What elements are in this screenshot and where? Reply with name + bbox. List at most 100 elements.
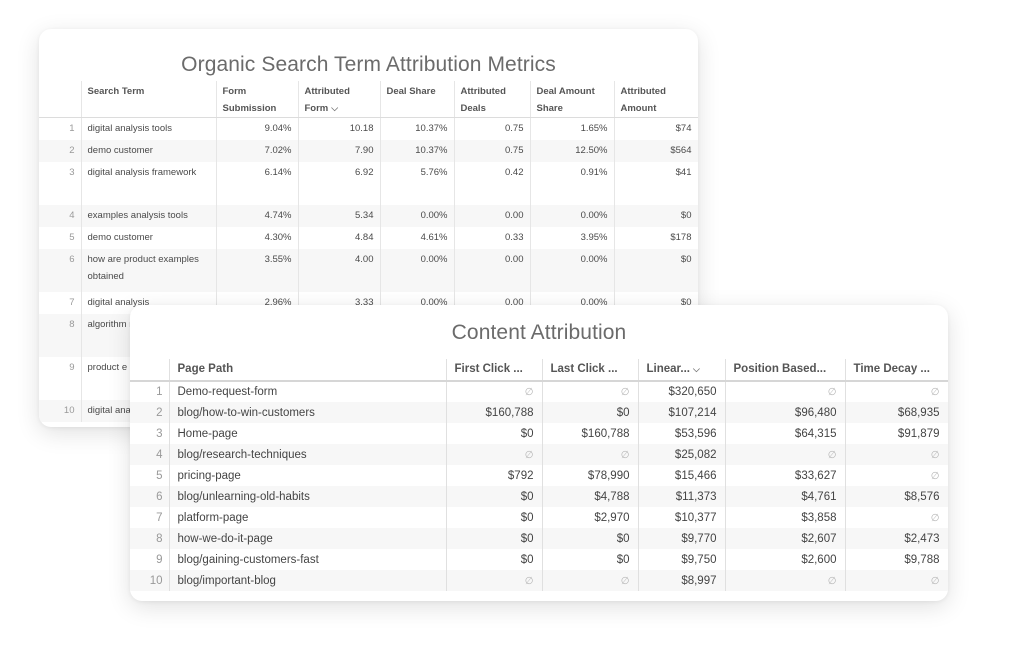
cell-position: $96,480	[725, 402, 846, 423]
cell-decay: $9,788	[845, 549, 948, 570]
table-row[interactable]: 1 Demo-request-form ∅ ∅ $320,650 ∅ ∅	[130, 381, 948, 402]
cell-attr_deals: 0.00	[454, 205, 531, 227]
cell-form_sub: 6.14%	[216, 162, 299, 205]
row-index: 2	[39, 140, 82, 162]
cell-path: blog/research-techniques	[169, 444, 447, 465]
cell-linear: $320,650	[638, 381, 726, 402]
cell-attr_form: 4.00	[298, 249, 381, 292]
cell-linear: $11,373	[638, 486, 726, 507]
column-header-path[interactable]: Page Path	[169, 359, 447, 382]
row-index: 1	[39, 117, 82, 140]
null-value-icon: ∅	[524, 575, 534, 587]
cell-attr_amt: $0	[614, 249, 698, 292]
table-row[interactable]: 4 blog/research-techniques ∅ ∅ $25,082 ∅ ∅	[130, 444, 948, 465]
table-row[interactable]: 7 platform-page $0 $2,970 $10,377 $3,858 ∅	[130, 507, 948, 528]
column-header-label: Attributed Form	[304, 86, 350, 114]
column-header-term[interactable]: Search Term	[81, 81, 217, 118]
table-row[interactable]: 1 digital analysis tools 9.04% 10.18 10.37% 0…	[39, 117, 698, 140]
row-index: 10	[130, 570, 170, 591]
cell-path: blog/important-blog	[169, 570, 447, 591]
sort-descending-icon[interactable]: ⌵	[331, 103, 339, 113]
cell-term: how are product examples obtained	[81, 249, 217, 292]
cell-attr_form: 4.84	[298, 227, 381, 249]
cell-decay: ∅	[845, 381, 948, 402]
table-row[interactable]: 2 blog/how-to-win-customers $160,788 $0 $107…	[130, 402, 948, 423]
column-header-position[interactable]: Position Based...	[725, 359, 846, 382]
table-row[interactable]: 9 blog/gaining-customers-fast $0 $0 $9,750 $2…	[130, 549, 948, 570]
table-row[interactable]: 3 digital analysis framework 6.14% 6.92 5.76…	[39, 162, 698, 205]
sort-descending-icon[interactable]: ⌵	[692, 364, 700, 374]
cell-path: platform-page	[169, 507, 447, 528]
table-row[interactable]: 6 how are product examples obtained 3.55% 4…	[39, 249, 698, 292]
column-header-decay[interactable]: Time Decay ...	[845, 359, 948, 382]
column-header-linear[interactable]: Linear... ⌵	[638, 359, 726, 382]
null-value-icon: ∅	[827, 575, 837, 587]
card-title: Content Attribution	[451, 321, 627, 344]
cell-linear: $15,466	[638, 465, 726, 486]
cell-attr_form: 6.92	[298, 162, 381, 205]
cell-last: $0	[542, 528, 639, 549]
column-header-label: Attributed Deals	[460, 86, 506, 114]
table-row[interactable]: 6 blog/unlearning-old-habits $0 $4,788 $11,3…	[130, 486, 948, 507]
column-header-label: Form Submission	[222, 86, 277, 114]
table-row[interactable]: 8 how-we-do-it-page $0 $0 $9,770 $2,607 $2,473	[130, 528, 948, 549]
table-row[interactable]: 5 pricing-page $792 $78,990 $15,466 $33,627 ∅	[130, 465, 948, 486]
cell-attr_deals: 0.75	[454, 140, 531, 162]
column-header-attr_form[interactable]: Attributed Form ⌵	[298, 81, 381, 118]
cell-form_sub: 7.02%	[216, 140, 299, 162]
row-index: 10	[39, 400, 82, 422]
null-value-icon: ∅	[930, 449, 940, 461]
column-header-deal_share[interactable]: Deal Share	[380, 81, 455, 118]
cell-term: examples analysis tools	[81, 205, 217, 227]
null-value-icon: ∅	[524, 387, 534, 398]
column-header-form_sub[interactable]: Form Submission	[216, 81, 299, 118]
row-index: 9	[39, 357, 82, 400]
table-row[interactable]: 4 examples analysis tools 4.74% 5.34 0.00% 0.…	[39, 205, 698, 227]
row-index: 7	[39, 292, 82, 314]
cell-deal_share: 10.37%	[380, 117, 455, 140]
column-header-label: Position Based...	[733, 363, 827, 375]
cell-attr_form: 5.34	[298, 205, 381, 227]
cell-decay: $91,879	[845, 423, 948, 444]
row-index-header	[39, 81, 82, 118]
cell-deal_amt_share: 0.91%	[530, 162, 615, 205]
column-header-attr_amt[interactable]: Attributed Amount	[614, 81, 698, 118]
cell-first: $0	[446, 549, 543, 570]
null-value-icon: ∅	[930, 387, 940, 398]
card-title: Organic Search Term Attribution Metrics	[181, 53, 556, 76]
cell-path: pricing-page	[169, 465, 447, 486]
cell-attr_deals: 0.00	[454, 249, 531, 292]
cell-last: $4,788	[542, 486, 639, 507]
table-row[interactable]: 2 demo customer 7.02% 7.90 10.37% 0.75 12.50% $…	[39, 140, 698, 162]
cell-deal_amt_share: 12.50%	[530, 140, 615, 162]
table-row[interactable]: 10 blog/important-blog ∅ ∅ $8,997 ∅ ∅	[130, 570, 948, 591]
cell-deal_share: 10.37%	[380, 140, 455, 162]
cell-position: ∅	[725, 444, 846, 465]
cell-decay: ∅	[845, 570, 948, 591]
cell-term: digital analysis tools	[81, 117, 217, 140]
column-header-attr_deals[interactable]: Attributed Deals	[454, 81, 531, 118]
cell-decay: ∅	[845, 507, 948, 528]
cell-term: digital analysis framework	[81, 162, 217, 205]
cell-deal_share: 0.00%	[380, 249, 455, 292]
cell-attr_form: 7.90	[298, 140, 381, 162]
cell-position: $64,315	[725, 423, 846, 444]
table-row[interactable]: 5 demo customer 4.30% 4.84 4.61% 0.33 3.95% $17…	[39, 227, 698, 249]
cell-attr_deals: 0.42	[454, 162, 531, 205]
table-row[interactable]: 3 Home-page $0 $160,788 $53,596 $64,315 $91,87…	[130, 423, 948, 444]
column-header-last[interactable]: Last Click ...	[542, 359, 639, 382]
cell-deal_amt_share: 0.00%	[530, 249, 615, 292]
cell-position: ∅	[725, 570, 846, 591]
column-header-label: Search Term	[87, 86, 145, 97]
cell-attr_amt: $564	[614, 140, 698, 162]
row-index: 9	[130, 549, 170, 570]
cell-position: $2,607	[725, 528, 846, 549]
cell-form_sub: 4.74%	[216, 205, 299, 227]
row-index: 4	[39, 205, 82, 227]
cell-attr_amt: $0	[614, 205, 698, 227]
column-header-first[interactable]: First Click ...	[446, 359, 543, 382]
column-header-deal_amt_share[interactable]: Deal Amount Share	[530, 81, 615, 118]
row-index: 8	[39, 314, 82, 357]
cell-last: $0	[542, 549, 639, 570]
cell-first: ∅	[446, 381, 543, 402]
